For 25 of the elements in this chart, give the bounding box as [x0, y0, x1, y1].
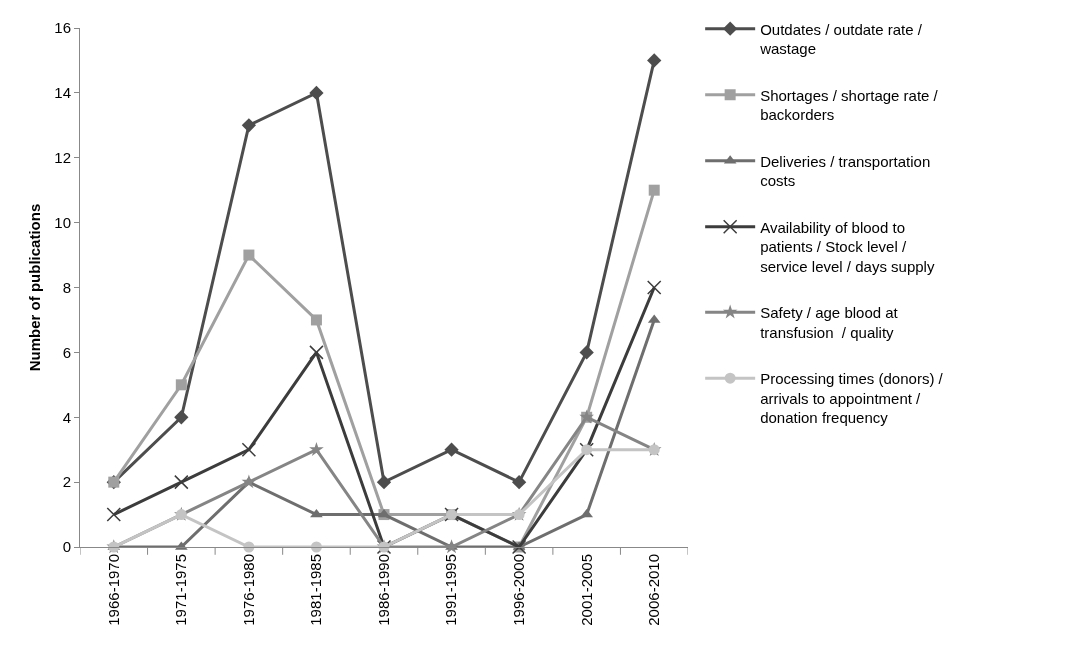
x-tick-label: 1966-1970: [104, 554, 122, 626]
legend-label: Deliveries / transportation costs: [760, 152, 931, 190]
y-tick-label: 14: [54, 84, 71, 102]
y-axis-title: Number of publications: [26, 203, 43, 372]
y-tick-label: 0: [62, 538, 71, 556]
x-tick-label: 1986-1990: [374, 554, 392, 626]
legend-label: Shortages / shortage rate / backorders: [760, 86, 939, 124]
y-tick-label: 16: [54, 19, 71, 37]
x-tick-label: 1996-2000: [509, 554, 527, 626]
legend-label: Safety / age blood at transfusion / quality: [760, 304, 899, 341]
x-tick-label: 1981-1985: [307, 554, 325, 626]
y-tick-label: 4: [62, 408, 71, 426]
y-tick-label: 2: [62, 473, 71, 491]
y-tick-label: 12: [54, 149, 71, 166]
x-tick-label: 1991-1995: [442, 554, 460, 626]
legend-label: Availability of blood to patients / Stock level / service level / days supply: [760, 218, 935, 275]
legend-label: Outdates / outdate rate / wastage: [759, 20, 923, 58]
y-tick-label: 8: [62, 278, 71, 296]
y-tick-label: 6: [62, 343, 71, 361]
x-tick-label: 1976-1980: [239, 554, 257, 626]
x-tick-label: 2006-2010: [645, 554, 663, 626]
x-tick-label: 2001-2005: [577, 554, 595, 626]
y-tick-label: 10: [54, 213, 71, 231]
legend-label: Processing times (donors) / arrivals to appointment / donation frequency: [760, 370, 944, 427]
x-tick-label: 1971-1975: [172, 554, 190, 626]
